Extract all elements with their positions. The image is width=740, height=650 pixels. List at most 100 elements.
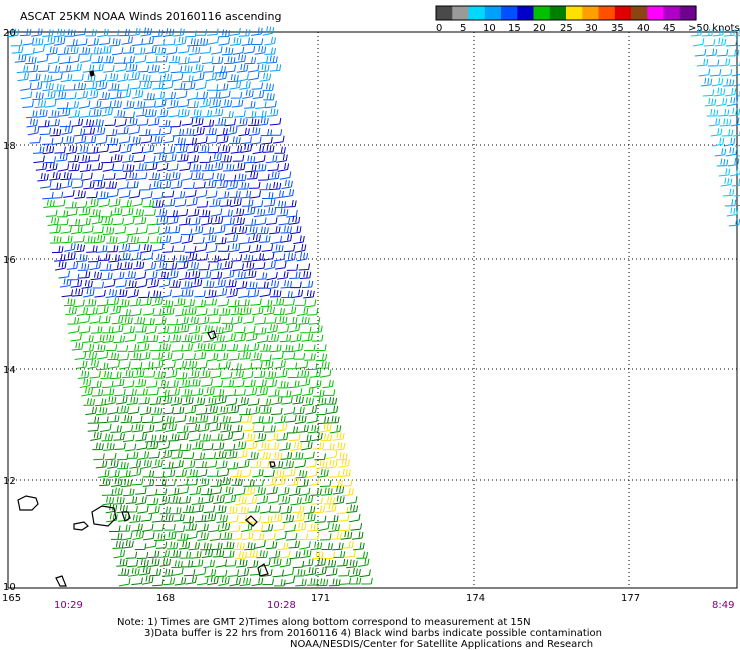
wind-barb [722,188,735,197]
wind-barb [53,199,66,208]
wind-barb [250,352,262,361]
wind-barb [202,172,215,181]
wind-barb [274,360,286,369]
wind-barb [217,135,229,144]
wind-barb [158,65,171,74]
wind-barb [150,407,163,415]
wind-barb [98,91,111,101]
wind-barb [19,28,32,37]
wind-barb [136,226,148,235]
wind-barb [20,91,33,100]
wind-barb [280,280,293,289]
wind-barb [153,146,166,155]
legend-frame [435,5,697,21]
wind-barb [312,442,325,450]
wind-barb [108,82,120,91]
wind-barb [256,56,269,65]
wind-barb [146,334,159,342]
note-line-1: Note: 1) Times are GMT 2)Times along bot… [117,617,531,628]
wind-barb [177,99,190,108]
legend-label-5: 5 [460,23,466,34]
wind-barb [199,46,212,54]
wind-barb [180,228,193,236]
wind-barb [161,299,174,308]
wind-barb [214,65,226,74]
wind-barb [76,307,89,317]
wind-barb [159,172,171,182]
wind-barb [124,443,137,452]
wind-barb [308,317,321,325]
wind-barb [163,255,176,263]
wind-barb [328,523,340,533]
wind-barb [256,386,268,397]
wind-barb [220,531,233,540]
wind-barb [86,146,99,154]
wind-barb [194,567,207,577]
wind-barb [227,515,239,524]
wind-barb [266,55,278,64]
wind-barb [167,215,179,225]
wind-barb [320,533,332,541]
wind-barb [51,136,64,146]
wind-barb [218,307,231,316]
wind-barb [314,557,327,567]
wind-barb [117,235,129,245]
wind-barb [104,119,117,126]
wind-barb [353,542,365,551]
wind-barb [79,325,91,334]
wind-barb [224,226,237,236]
legend-swatch [679,6,697,20]
wind-barb [196,577,209,586]
wind-barb [735,204,740,207]
wind-barb [209,422,222,432]
wind-barb [158,119,171,128]
wind-barb [216,406,229,416]
wind-barb [183,182,195,189]
wind-barb [220,371,233,380]
wind-barb [193,72,205,82]
wind-barb [148,558,160,568]
wind-barb [142,199,155,208]
wind-barb [237,568,250,578]
wind-barb [38,120,50,128]
wind-barb [191,225,204,235]
wind-barb [142,36,154,45]
wind-barb [265,217,278,226]
wind-barb [226,343,239,351]
wind-barb [129,81,141,90]
wind-barb [269,181,282,191]
wind-barb [326,567,338,577]
wind-barb [201,378,213,387]
wind-barb [735,90,740,97]
wind-barb [150,75,162,82]
lat-label-14: 14 [3,365,16,376]
wind-barb [222,110,234,119]
wind-barb [74,135,87,145]
wind-barb [129,514,141,524]
wind-barb [16,65,29,74]
wind-barb [716,158,729,167]
wind-barb [129,460,141,469]
wind-barb [273,523,286,532]
wind-barb [253,425,265,433]
wind-barb [47,217,60,227]
wind-barb [216,127,228,137]
wind-barb [186,197,198,207]
wind-barb [206,352,219,362]
wind-barb [138,291,150,299]
wind-barb [261,136,273,145]
wind-barb [171,451,183,459]
wind-barb [32,37,44,46]
wind-barb [159,180,172,189]
wind-barb [63,298,76,307]
wind-barb [319,369,332,378]
wind-barb [192,441,204,450]
wind-barb [137,451,150,460]
wind-barb [93,126,106,136]
wind-barb [78,270,91,279]
wind-barb [204,452,216,460]
wind-barb [174,36,187,46]
lon-label-168: 168 [156,593,175,604]
wind-barb [84,135,97,144]
wind-barb [245,496,257,505]
